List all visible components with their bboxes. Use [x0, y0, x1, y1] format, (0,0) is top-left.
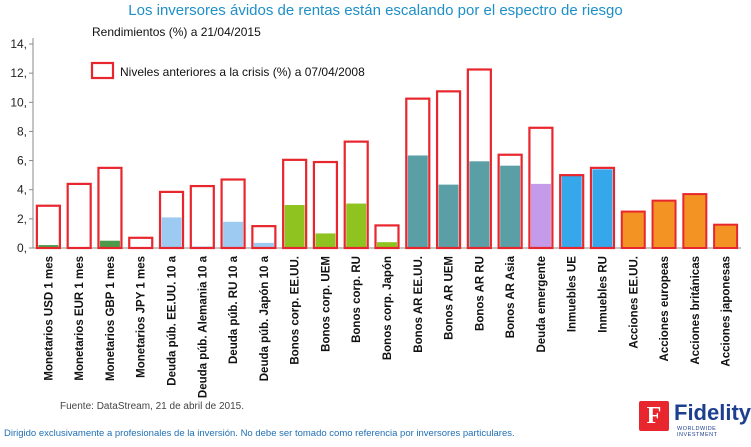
logo-wordmark: Fidelity: [674, 400, 751, 425]
bar-current: [377, 242, 397, 248]
x-tick-label: Bonos corp. UEM: [320, 256, 332, 352]
y-tick-label: 10,: [10, 95, 27, 109]
bar-current: [592, 169, 613, 248]
bar-current: [223, 221, 244, 248]
y-tick-label: 4,: [17, 183, 27, 197]
fidelity-logo: F Fidelity WORLDWIDE INVESTMENT: [637, 399, 751, 439]
x-tick-label: Monetarios USD 1 mes: [43, 256, 55, 381]
bar-current: [682, 193, 708, 249]
x-tick-label: Deuda emergente: [536, 256, 548, 353]
x-tick-label: Bonos AR Asia: [505, 255, 517, 338]
bar-current: [346, 203, 367, 248]
x-tick-label: Bonos corp. RU: [351, 256, 363, 343]
bar-precrisis-outline: [251, 225, 277, 250]
legend-swatch-precrisis: [90, 61, 115, 80]
bar-chart: 0, 2, 4, 6, 8, 10, 12, 14, Monetarios USD 1 mes M…: [10, 25, 741, 398]
bar-current: [713, 223, 739, 249]
x-tick-label: Deuda púb. Alemania 10 a: [197, 255, 209, 398]
bar-precrisis-outline: [97, 166, 123, 250]
x-tick-label: Monetarios JPY 1 mes: [136, 256, 148, 378]
bar-current: [315, 233, 336, 248]
bar-current: [469, 161, 490, 248]
bar-current: [530, 183, 551, 248]
fidelity-mark-icon: F: [639, 401, 669, 431]
x-tick-label: Bonos corp. Japón: [382, 256, 394, 360]
bar-precrisis-outline: [405, 97, 431, 250]
bar-precrisis-outline: [435, 90, 462, 250]
bar-precrisis-outline: [35, 204, 61, 250]
bar-precrisis-outline: [466, 68, 492, 250]
x-tick-label: Bonos corp. EE.UU.: [290, 256, 302, 365]
bar-precrisis-outline: [189, 184, 215, 250]
bar-precrisis-outline: [128, 236, 154, 250]
x-tick-label: Deuda púb. EE.UU. 10 a: [167, 255, 179, 385]
y-tick-label: 0,: [17, 241, 27, 255]
bar-precrisis-outline: [589, 166, 616, 250]
x-tick-label: Inmuebles UE: [567, 256, 579, 332]
y-tick-label: 14,: [10, 37, 27, 51]
bar-current: [253, 242, 274, 248]
bar-precrisis-outline: [282, 158, 308, 250]
bar-precrisis-outline: [312, 160, 339, 250]
disclaimer: Dirigido exclusivamente a profesionales …: [4, 428, 515, 439]
bar-precrisis-outline: [66, 182, 92, 250]
chart-title: Los inversores ávidos de rentas están es…: [128, 2, 623, 19]
bar-precrisis-outline: [528, 126, 554, 250]
bar-current: [561, 175, 582, 248]
bar-current: [38, 245, 59, 248]
bar-current: [407, 155, 428, 248]
x-tick-label: Bonos AR RU: [474, 256, 486, 331]
logo-tagline: WORLDWIDE INVESTMENT: [677, 426, 718, 438]
x-tick-label: Acciones británicas: [690, 256, 702, 365]
x-tick-label: Bonos AR UEM: [444, 256, 456, 340]
bar-precrisis-outline: [374, 224, 400, 250]
bar-current: [99, 240, 120, 248]
x-tick-label: Acciones japonesas: [721, 256, 733, 367]
bar-current: [438, 184, 459, 248]
bar-precrisis-outline: [497, 153, 523, 250]
bar-precrisis-outline: [220, 178, 246, 250]
x-tick-label: Acciones EE.UU.: [628, 256, 640, 349]
x-tick-label: Bonos AR EE.UU.: [413, 256, 425, 353]
bar-precrisis-outline: [158, 190, 185, 250]
x-tick-label: Monetarios GBP 1 mes: [105, 256, 117, 381]
bar-precrisis-outline: [559, 174, 585, 250]
source-note: Fuente: DataStream, 21 de abril de 2015.: [60, 401, 245, 412]
x-tick-label: Inmuebles RU: [597, 256, 609, 333]
y-tick-label: 8,: [17, 124, 27, 138]
legend-label-precrisis: Niveles anteriores a la crisis (%) a 07/…: [120, 65, 365, 79]
x-tick-label: Deuda púb. RU 10 a: [228, 255, 240, 364]
y-tick-label: 2,: [17, 212, 27, 226]
legend-label-current: Rendimientos (%) a 21/04/2015: [92, 25, 261, 39]
bar-precrisis-outline: [343, 140, 369, 250]
y-tick-label: 12,: [10, 66, 27, 80]
bar-current: [500, 165, 521, 248]
x-tick-label: Monetarios EUR 1 mes: [74, 256, 86, 381]
bar-current: [620, 210, 646, 249]
x-tick-label: Deuda púb. Japón 10 a: [259, 255, 271, 381]
bar-current: [284, 205, 305, 248]
x-tick-label: Acciones europeas: [659, 256, 671, 361]
bar-current: [651, 199, 677, 249]
bar-current: [161, 217, 182, 248]
y-tick-label: 6,: [17, 154, 27, 168]
